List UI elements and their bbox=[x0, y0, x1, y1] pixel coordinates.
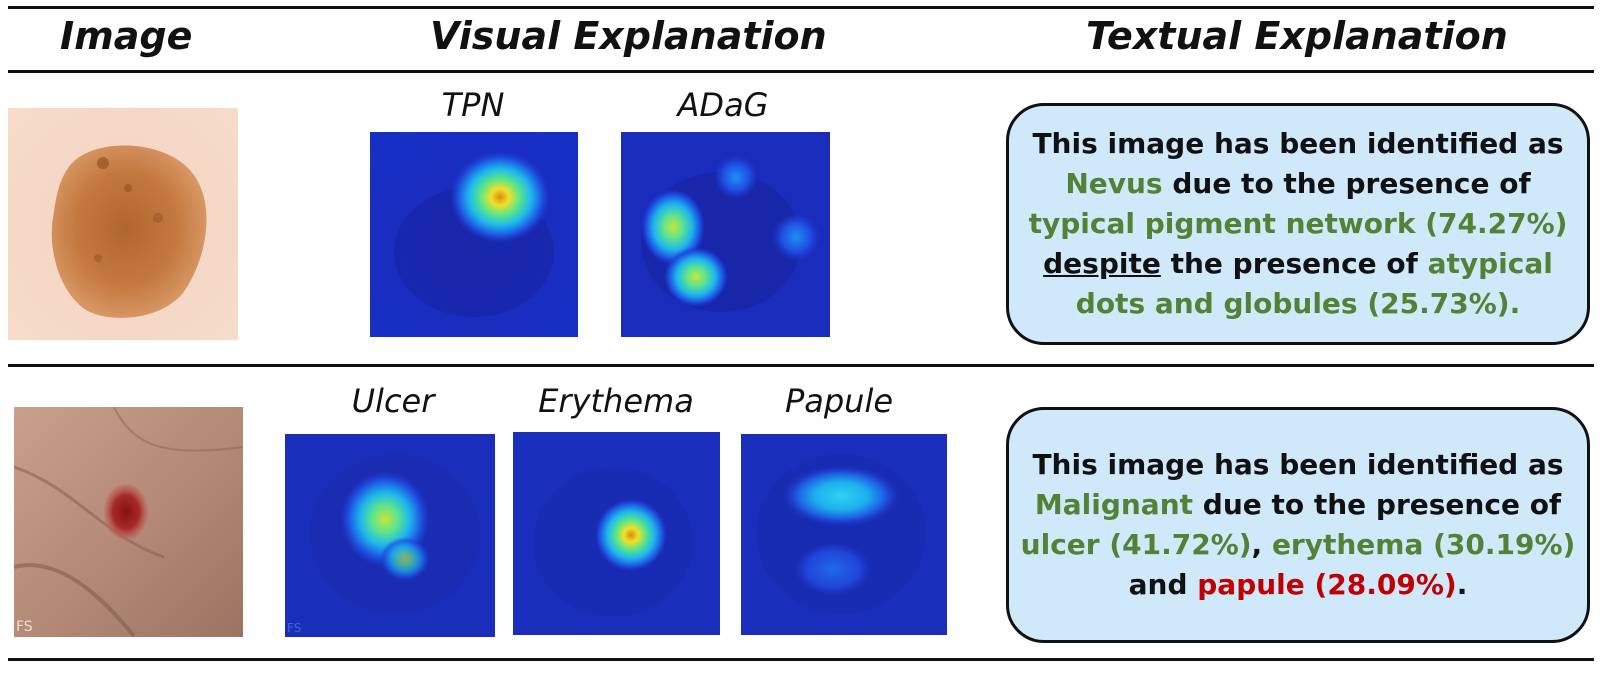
feature-dots-and-globules: dots and globules (25.73%) bbox=[1075, 287, 1510, 320]
despite-word: despite bbox=[1043, 247, 1161, 280]
malignant-lesion-photo: FS bbox=[14, 407, 243, 637]
text-comma: , bbox=[1251, 528, 1272, 561]
predicted-class: Malignant bbox=[1034, 488, 1194, 521]
heatmap-adag bbox=[621, 132, 830, 337]
heatmap-label-erythema: Erythema bbox=[538, 382, 694, 420]
text-period: . bbox=[1456, 568, 1468, 601]
feature-atypical: atypical bbox=[1427, 247, 1553, 280]
predicted-class: Nevus bbox=[1065, 167, 1163, 200]
textual-explanation-box-1: This image has been identified as Nevus … bbox=[1006, 103, 1590, 345]
header-image: Image bbox=[60, 14, 193, 58]
header-visual-explanation: Visual Explanation bbox=[430, 14, 827, 58]
header-textual-explanation: Textual Explanation bbox=[1086, 14, 1508, 58]
heatmap-ulcer: FS bbox=[285, 434, 495, 637]
text-segment: due to the presence of bbox=[1193, 488, 1562, 521]
bottom-rule bbox=[8, 658, 1594, 661]
heatmap-watermark: FS bbox=[287, 621, 301, 635]
middle-rule bbox=[8, 364, 1594, 367]
text-intro: This image has been identified as bbox=[1032, 448, 1564, 481]
heatmap-label-papule: Papule bbox=[784, 382, 894, 420]
heatmap-label-ulcer: Ulcer bbox=[351, 382, 435, 420]
textual-explanation-box-2: This image has been identified as Malign… bbox=[1006, 407, 1590, 643]
heatmap-tpn bbox=[370, 132, 578, 337]
header-rule bbox=[8, 70, 1594, 73]
heatmap-papule bbox=[741, 434, 947, 635]
feature-papule: papule (28.09%) bbox=[1197, 568, 1457, 601]
heatmap-label-adag: ADaG bbox=[677, 86, 769, 124]
heatmap-erythema bbox=[513, 432, 720, 635]
text-and: and bbox=[1128, 568, 1198, 601]
text-segment: due to the presence of bbox=[1162, 167, 1531, 200]
feature-typical-pigment-network: typical pigment network (74.27%) bbox=[1028, 207, 1568, 240]
nevus-photo bbox=[8, 108, 238, 340]
feature-ulcer: ulcer (41.72%) bbox=[1020, 528, 1252, 561]
heatmap-label-tpn: TPN bbox=[441, 86, 505, 124]
top-rule bbox=[8, 6, 1594, 9]
text-segment: the presence of bbox=[1160, 247, 1428, 280]
photo-watermark: FS bbox=[16, 619, 33, 635]
text-period: . bbox=[1509, 287, 1521, 320]
text-intro: This image has been identified as bbox=[1032, 127, 1564, 160]
feature-erythema: erythema (30.19%) bbox=[1271, 528, 1576, 561]
